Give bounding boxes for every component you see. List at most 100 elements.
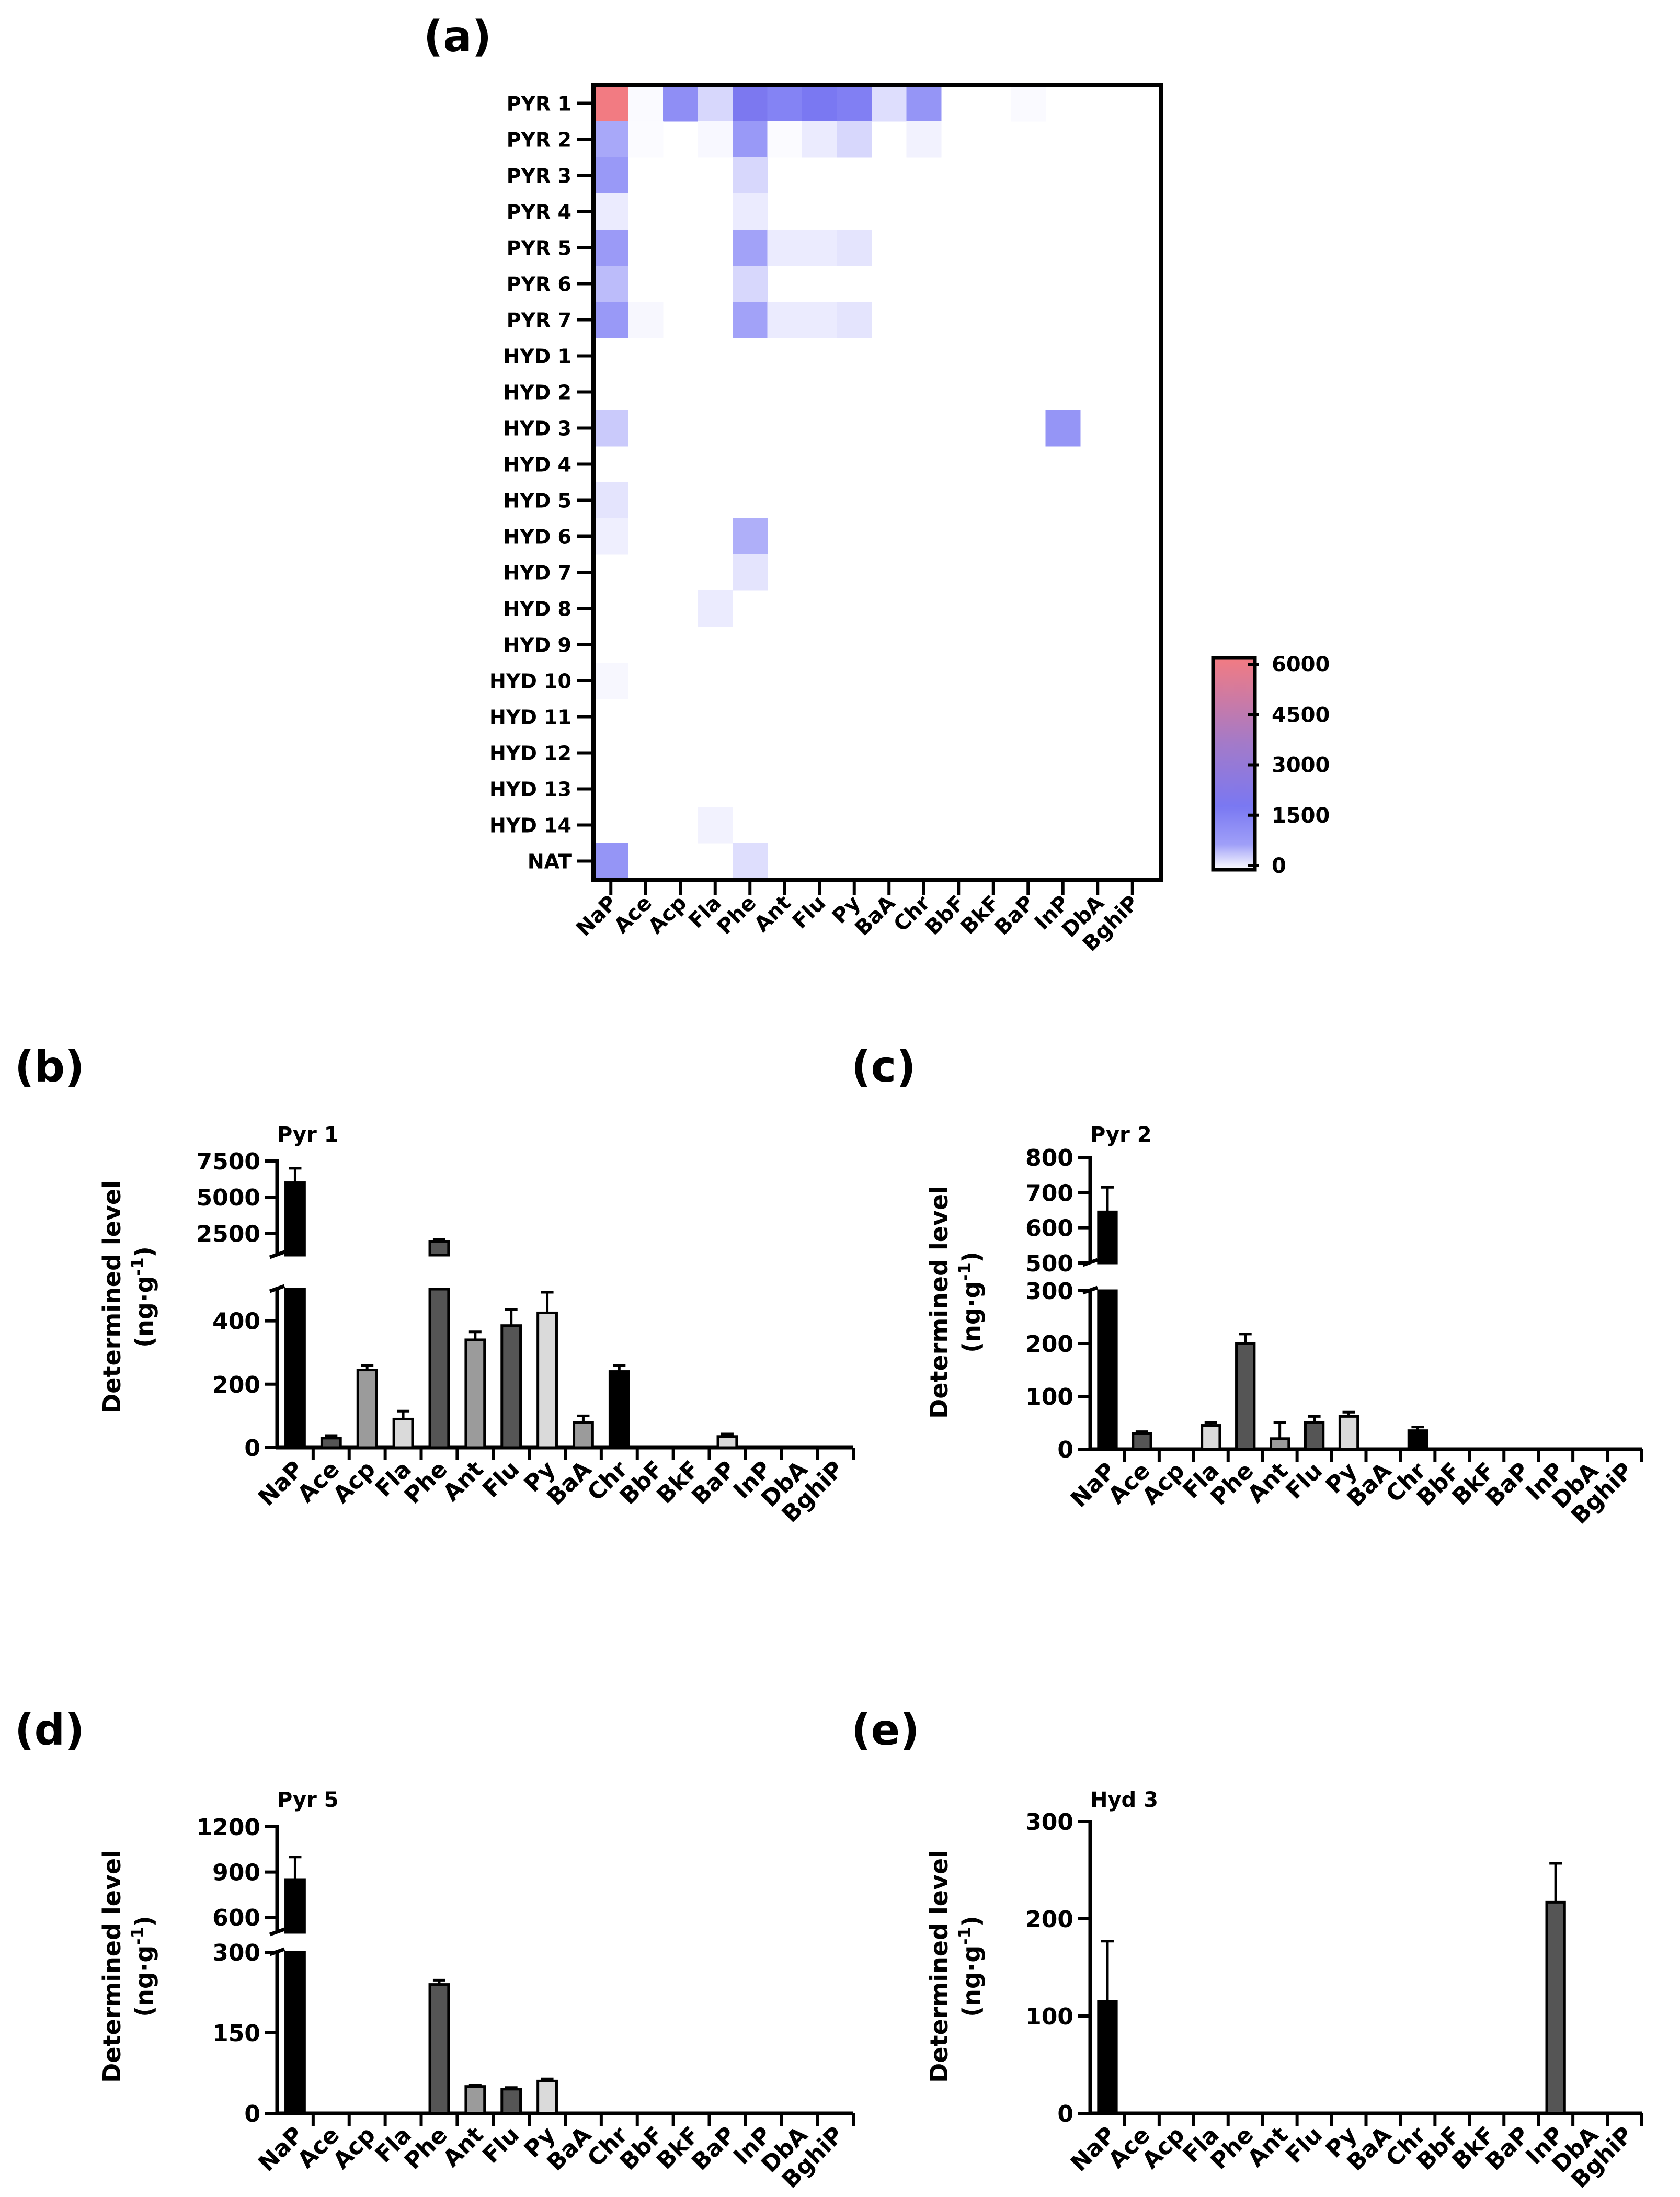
heatmap-row-label: PYR 6 <box>507 273 572 296</box>
bar-chart-pyr-2: (c) Pyr 2 Determined level (ng·g-1) 0 100 200 3… <box>851 1042 1643 1529</box>
y-tick-label: 800 <box>1025 1145 1073 1171</box>
heatmap-row-label: PYR 5 <box>507 237 572 260</box>
heatmap-cell <box>698 121 733 158</box>
bar <box>1304 1421 1325 1451</box>
heatmap-row-label: HYD 7 <box>503 562 572 585</box>
heatmap-cell <box>593 266 628 302</box>
bar <box>356 1369 378 1449</box>
colorbar-tick-label: 1500 <box>1272 804 1330 828</box>
bar <box>464 2085 486 2115</box>
heatmap-cell <box>593 121 628 158</box>
y-axis-unit-sup: -1 <box>955 1262 975 1281</box>
x-tick-label: Flu <box>477 1456 524 1503</box>
heatmap-col-label: Ace <box>609 891 656 938</box>
y-tick-label: 0 <box>1057 2101 1073 2127</box>
y-tick-label: 100 <box>1025 1384 1073 1410</box>
y-tick-label: 900 <box>212 1860 260 1886</box>
bar-lower <box>1097 1289 1118 1451</box>
heatmap-row-label: HYD 14 <box>489 814 572 837</box>
heatmap-row-label: HYD 8 <box>503 598 572 621</box>
y-tick-label: 500 <box>1025 1250 1073 1277</box>
heatmap-cell <box>628 302 664 338</box>
y-tick-label: 0 <box>244 1435 260 1462</box>
heatmap-cell <box>628 121 664 158</box>
heatmap-cell <box>593 157 628 194</box>
heatmap-cell <box>698 590 733 627</box>
colorbar-ticks: 0 1500 3000 4500 6000 <box>1248 653 1330 878</box>
heatmap-frame <box>591 83 1163 882</box>
y-tick-label: 300 <box>212 1940 260 1966</box>
bar <box>536 1311 558 1449</box>
heatmap-cell <box>837 302 872 338</box>
heatmap-row-label: HYD 10 <box>489 670 572 693</box>
panel-label: (b) <box>15 1042 85 1092</box>
y-tick-label: 700 <box>1025 1180 1073 1206</box>
y-axis-unit: (ng·g-1) <box>128 1246 158 1348</box>
heatmap-row-label: PYR 3 <box>507 165 572 188</box>
colorbar-tick-label: 4500 <box>1272 703 1330 727</box>
heatmap-cell <box>872 85 907 122</box>
heatmap-cell <box>802 302 837 338</box>
colorbar: 0 1500 3000 4500 6000 <box>1211 653 1330 878</box>
heatmap-row-label: HYD 3 <box>503 417 572 440</box>
heatmap-row-labels: PYR 1 PYR 2 PYR 3 PYR 4 PYR 5 PYR 6 PYR 7 HYD 1… <box>489 93 593 873</box>
y-axis-unit: (ng·g-1) <box>955 1916 986 2017</box>
heatmap-cell <box>767 121 803 158</box>
heatmap-col-label: Acp <box>644 891 691 939</box>
y-tick-label: 150 <box>212 2020 260 2047</box>
heatmap-col-label: Phe <box>713 891 761 940</box>
heatmap-cell <box>593 410 628 447</box>
axis-break-mark <box>269 1927 285 1937</box>
bar <box>1338 1415 1359 1451</box>
heatmap-col-label: Ant <box>750 891 796 937</box>
y-tick-label: 400 <box>212 1308 260 1335</box>
y-axis-label: Determined level <box>98 1180 126 1414</box>
bar-upper <box>284 1181 306 1257</box>
y-axis-unit-end: ) <box>130 1246 158 1257</box>
heatmap-col-label: Flu <box>788 891 831 934</box>
heatmap-cell <box>663 85 698 122</box>
heatmap-row-label: NAT <box>528 850 572 873</box>
heatmap-row-label: PYR 1 <box>507 93 572 116</box>
colorbar-tick-label: 6000 <box>1272 653 1330 677</box>
heatmap-cell <box>733 518 768 555</box>
heatmap-cell <box>628 85 664 122</box>
y-tick-label: 300 <box>1025 1278 1073 1305</box>
heatmap-cell <box>767 302 803 338</box>
heatmap-row-label: PYR 7 <box>507 309 572 332</box>
y-axis-unit-base: (ng·g <box>130 1276 158 1348</box>
bar-lower <box>284 1951 306 2115</box>
heatmap-row-label: PYR 4 <box>507 201 572 224</box>
bar <box>500 2088 522 2115</box>
y-axis-label: Determined level <box>98 1850 126 2083</box>
bar <box>500 1324 522 1449</box>
bar <box>428 1983 450 2115</box>
heatmap-cell <box>733 266 768 302</box>
heatmap-cell <box>802 85 837 122</box>
colorbar-tick-label: 0 <box>1272 854 1286 878</box>
heatmap-cell <box>593 518 628 555</box>
heatmap-cell <box>837 121 872 158</box>
panel-label-a: (a) <box>424 12 492 62</box>
heatmap-panel-a: (a) PYR 1 PYR 2 PYR 3 PYR 4 PYR 5 PYR 6 PYR 7 H… <box>424 12 1330 956</box>
heatmap-cell <box>593 663 628 699</box>
colorbar-gradient <box>1211 656 1257 872</box>
heatmap-cell <box>802 230 837 266</box>
heatmap-cell <box>802 121 837 158</box>
heatmap-cell <box>733 302 768 338</box>
bar <box>608 1370 630 1449</box>
y-tick-label: 200 <box>1025 1331 1073 1358</box>
heatmap-cell <box>906 85 942 122</box>
y-axis-unit-end: ) <box>957 1251 986 1262</box>
bar <box>392 1417 414 1449</box>
heatmap-cell <box>733 157 768 194</box>
heatmap-cell <box>593 302 628 338</box>
chart-title: Pyr 2 <box>1090 1123 1152 1147</box>
bar <box>320 1437 342 1449</box>
heatmap-row-label: HYD 6 <box>503 526 572 549</box>
heatmap-cell <box>593 85 628 122</box>
bar <box>1235 1342 1256 1451</box>
y-tick-label: 200 <box>1025 1906 1073 1933</box>
heatmap-cell <box>837 230 872 266</box>
y-axis-unit-base: (ng·g <box>957 1281 986 1353</box>
